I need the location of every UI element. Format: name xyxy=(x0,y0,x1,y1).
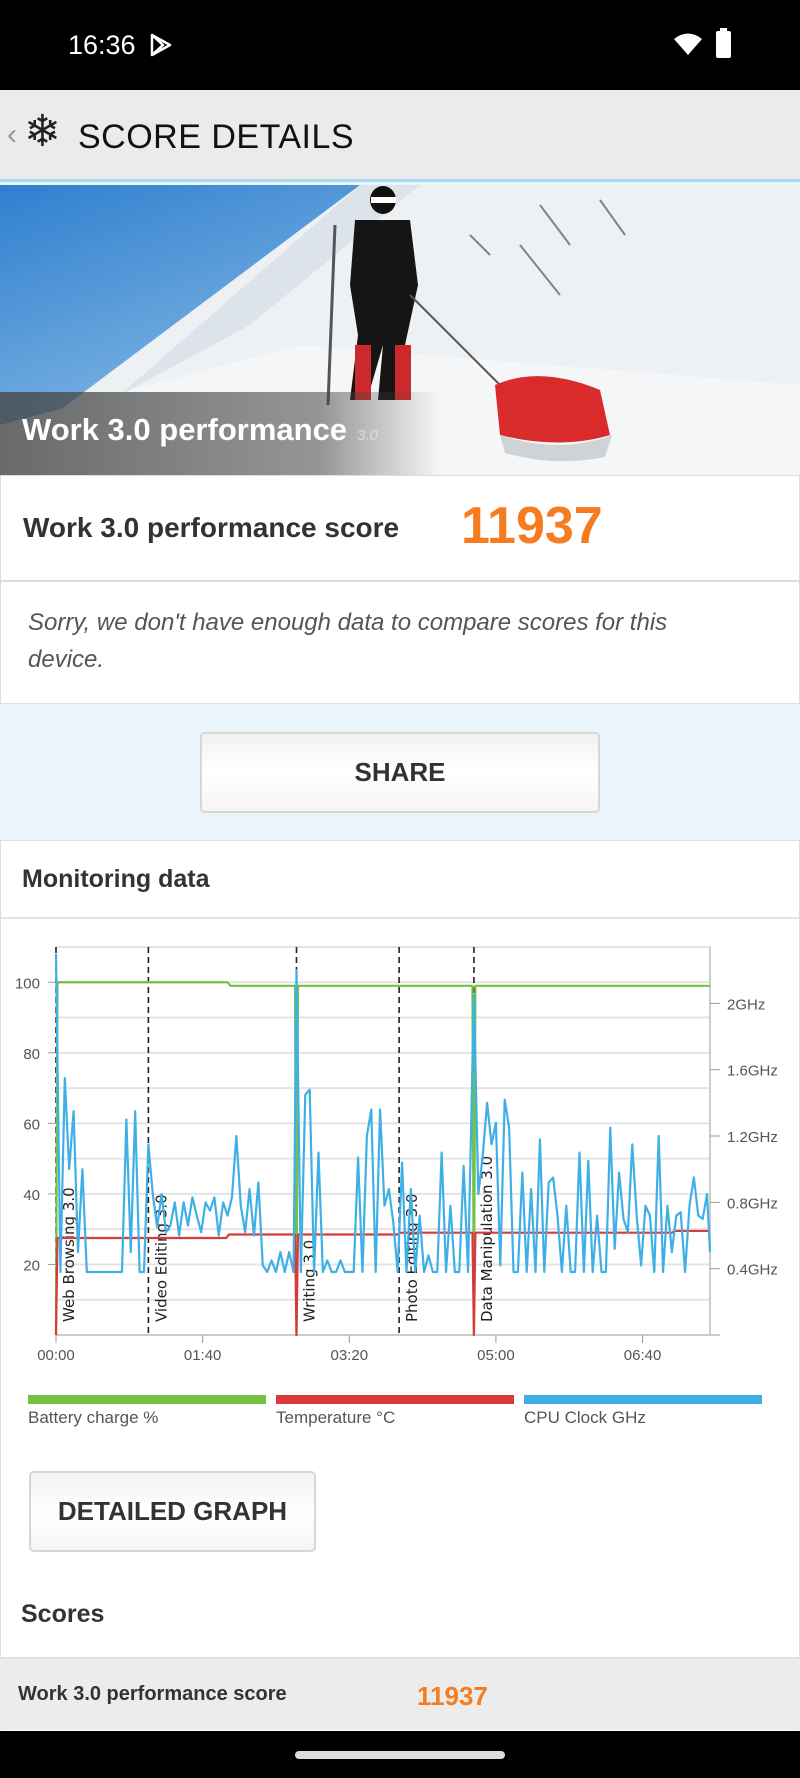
home-handle[interactable] xyxy=(295,1751,505,1759)
app-header: ‹ ❄ SCORE DETAILS xyxy=(0,90,800,182)
monitoring-card: Monitoring data xyxy=(0,840,800,1732)
score-label: Work 3.0 performance score xyxy=(23,512,400,543)
hero-banner: Work 3.0 performance 3.0 xyxy=(0,185,800,475)
score-row-label: Work 3.0 performance score xyxy=(18,1683,287,1705)
compare-panel: Sorry, we don't have enough data to comp… xyxy=(0,581,800,704)
navigation-bar xyxy=(0,1731,800,1778)
monitoring-title: Monitoring data xyxy=(22,865,210,893)
back-chevron-icon[interactable]: ‹ xyxy=(7,118,17,151)
page-title: SCORE DETAILS xyxy=(78,118,355,156)
play-store-icon xyxy=(150,33,172,57)
score-row-value: 11937 xyxy=(417,1681,488,1711)
clock: 16:36 xyxy=(68,30,136,60)
score-row: Work 3.0 performance score 11937 xyxy=(0,1657,800,1730)
compare-message: Sorry, we don't have enough data to comp… xyxy=(28,609,668,673)
hero-version: 3.0 xyxy=(357,427,378,444)
snowflake-icon: ❄ xyxy=(24,107,61,156)
share-button[interactable]: SHARE xyxy=(200,732,600,813)
score-value: 11937 xyxy=(461,497,603,555)
status-bar: 16:36 xyxy=(0,0,800,90)
wifi-icon xyxy=(674,33,702,55)
score-panel: Work 3.0 performance score 11937 xyxy=(0,475,800,581)
detailed-graph-button[interactable]: DETAILED GRAPH xyxy=(29,1471,316,1552)
battery-icon xyxy=(716,31,731,58)
hero-title: Work 3.0 performance xyxy=(22,412,348,447)
scores-heading: Scores xyxy=(21,1600,105,1628)
